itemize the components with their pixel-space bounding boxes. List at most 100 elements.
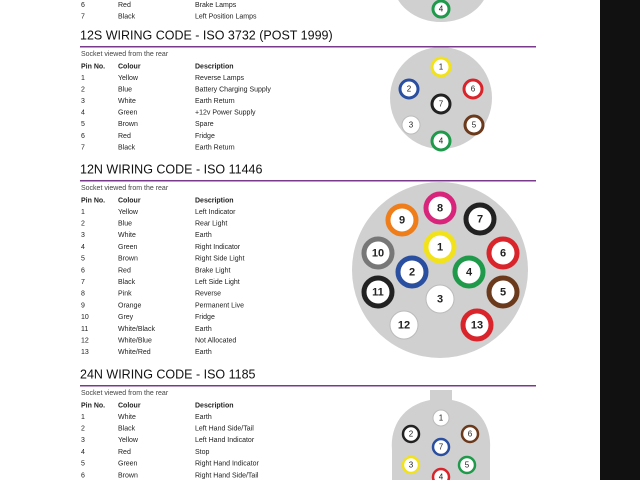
cell: 2 — [81, 426, 85, 433]
pin-label: 4 — [439, 5, 444, 14]
cell: White/Red — [118, 349, 151, 356]
section-title: 24N WIRING CODE - ISO 1185 — [80, 367, 256, 381]
cell: Not Allocated — [195, 338, 236, 345]
cell: Earth — [195, 349, 212, 356]
pin-label: 1 — [439, 414, 444, 423]
cell: Red — [118, 133, 131, 140]
pin — [486, 236, 520, 270]
cell: Rear Light — [195, 221, 227, 228]
pin-label: 7 — [439, 100, 444, 109]
cell: Earth Return — [195, 98, 235, 105]
cell: 3 — [81, 98, 85, 105]
pin-label: 13 — [471, 319, 483, 331]
cell: Green — [118, 110, 138, 117]
cell: Blue — [118, 86, 132, 93]
pin — [462, 78, 484, 100]
pin — [361, 236, 395, 270]
pin — [452, 255, 486, 289]
pin — [431, 467, 451, 480]
pin — [398, 78, 420, 100]
divider — [80, 46, 536, 48]
cell: 5 — [81, 461, 85, 468]
pin-label: 10 — [372, 247, 384, 259]
pin-label: 5 — [500, 286, 506, 298]
cell: Blue — [118, 221, 132, 228]
pin — [460, 424, 480, 444]
pin — [430, 93, 452, 115]
pin-label: 5 — [465, 461, 470, 470]
cell: Spare — [195, 121, 214, 128]
cell: 4 — [81, 244, 85, 251]
cell: 1 — [81, 75, 85, 82]
cell: Black — [118, 426, 136, 433]
cell: Right Hand Indicator — [195, 461, 259, 468]
cell: 6 — [81, 133, 85, 140]
pin-label: 3 — [409, 121, 414, 130]
cell: 13 — [81, 349, 89, 356]
cell: Left Side Light — [195, 279, 240, 286]
header: Pin No. — [81, 63, 105, 70]
cell: White — [118, 98, 136, 105]
cell: 7 — [81, 144, 85, 151]
cell: Brown — [118, 256, 138, 263]
pin-label: 7 — [439, 443, 444, 452]
pin-label: 4 — [439, 137, 444, 146]
cell: 6 — [81, 472, 85, 479]
cell: Brake Light — [195, 267, 230, 274]
header: Description — [195, 63, 234, 70]
cell: 2 — [81, 86, 85, 93]
cell: Left Hand Indicator — [195, 437, 255, 444]
header: Pin No. — [81, 197, 105, 204]
cell: Earth Return — [195, 144, 235, 151]
cell: Fridge — [195, 133, 215, 140]
cell: 5 — [81, 256, 85, 263]
pin — [460, 308, 494, 342]
cell: 4 — [81, 449, 85, 456]
cell: Grey — [118, 314, 134, 321]
pin-label: 12 — [398, 319, 410, 331]
cell: Brown — [118, 472, 138, 479]
cell: Fridge — [195, 314, 215, 321]
pin-label: 6 — [500, 247, 506, 259]
pin-label: 5 — [472, 121, 477, 130]
pin-label: 1 — [437, 241, 443, 253]
cell: Black — [118, 279, 136, 286]
pin-label: 6 — [471, 85, 476, 94]
pin-label: 2 — [409, 266, 415, 278]
cell: 2 — [81, 221, 85, 228]
cell: +12v Power Supply — [195, 110, 256, 117]
cell: White/Black — [118, 326, 155, 333]
pin-label: 6 — [468, 430, 473, 439]
pin-label: 1 — [439, 63, 444, 72]
pin-label: 2 — [407, 85, 412, 94]
pin-label: 7 — [477, 213, 483, 225]
header: Pin No. — [81, 402, 105, 409]
cell: Red — [118, 449, 131, 456]
pin — [432, 409, 450, 427]
cell: Yellow — [118, 437, 139, 444]
pin-label: 2 — [409, 430, 414, 439]
note: Socket viewed from the rear — [81, 185, 169, 192]
pin — [431, 437, 451, 457]
cell: 6 — [81, 2, 85, 9]
pin — [401, 115, 421, 135]
cell: Red — [118, 267, 131, 274]
cell: 8 — [81, 291, 85, 298]
header: Description — [195, 197, 234, 204]
pin — [463, 202, 497, 236]
pin — [457, 455, 477, 475]
cell: Left Indicator — [195, 209, 236, 216]
pin-label: 8 — [437, 202, 443, 214]
cell: 12 — [81, 338, 89, 345]
note: Socket viewed from the rear — [81, 390, 169, 397]
pin — [401, 424, 421, 444]
cell: Orange — [118, 302, 141, 309]
divider — [80, 180, 536, 182]
side-bar — [600, 0, 640, 480]
cell: Earth — [195, 232, 212, 239]
cell: Earth — [195, 414, 212, 421]
pin-label: 11 — [372, 286, 384, 298]
cell: Reverse Lamps — [195, 75, 245, 82]
divider — [80, 385, 536, 387]
cell: White — [118, 414, 136, 421]
